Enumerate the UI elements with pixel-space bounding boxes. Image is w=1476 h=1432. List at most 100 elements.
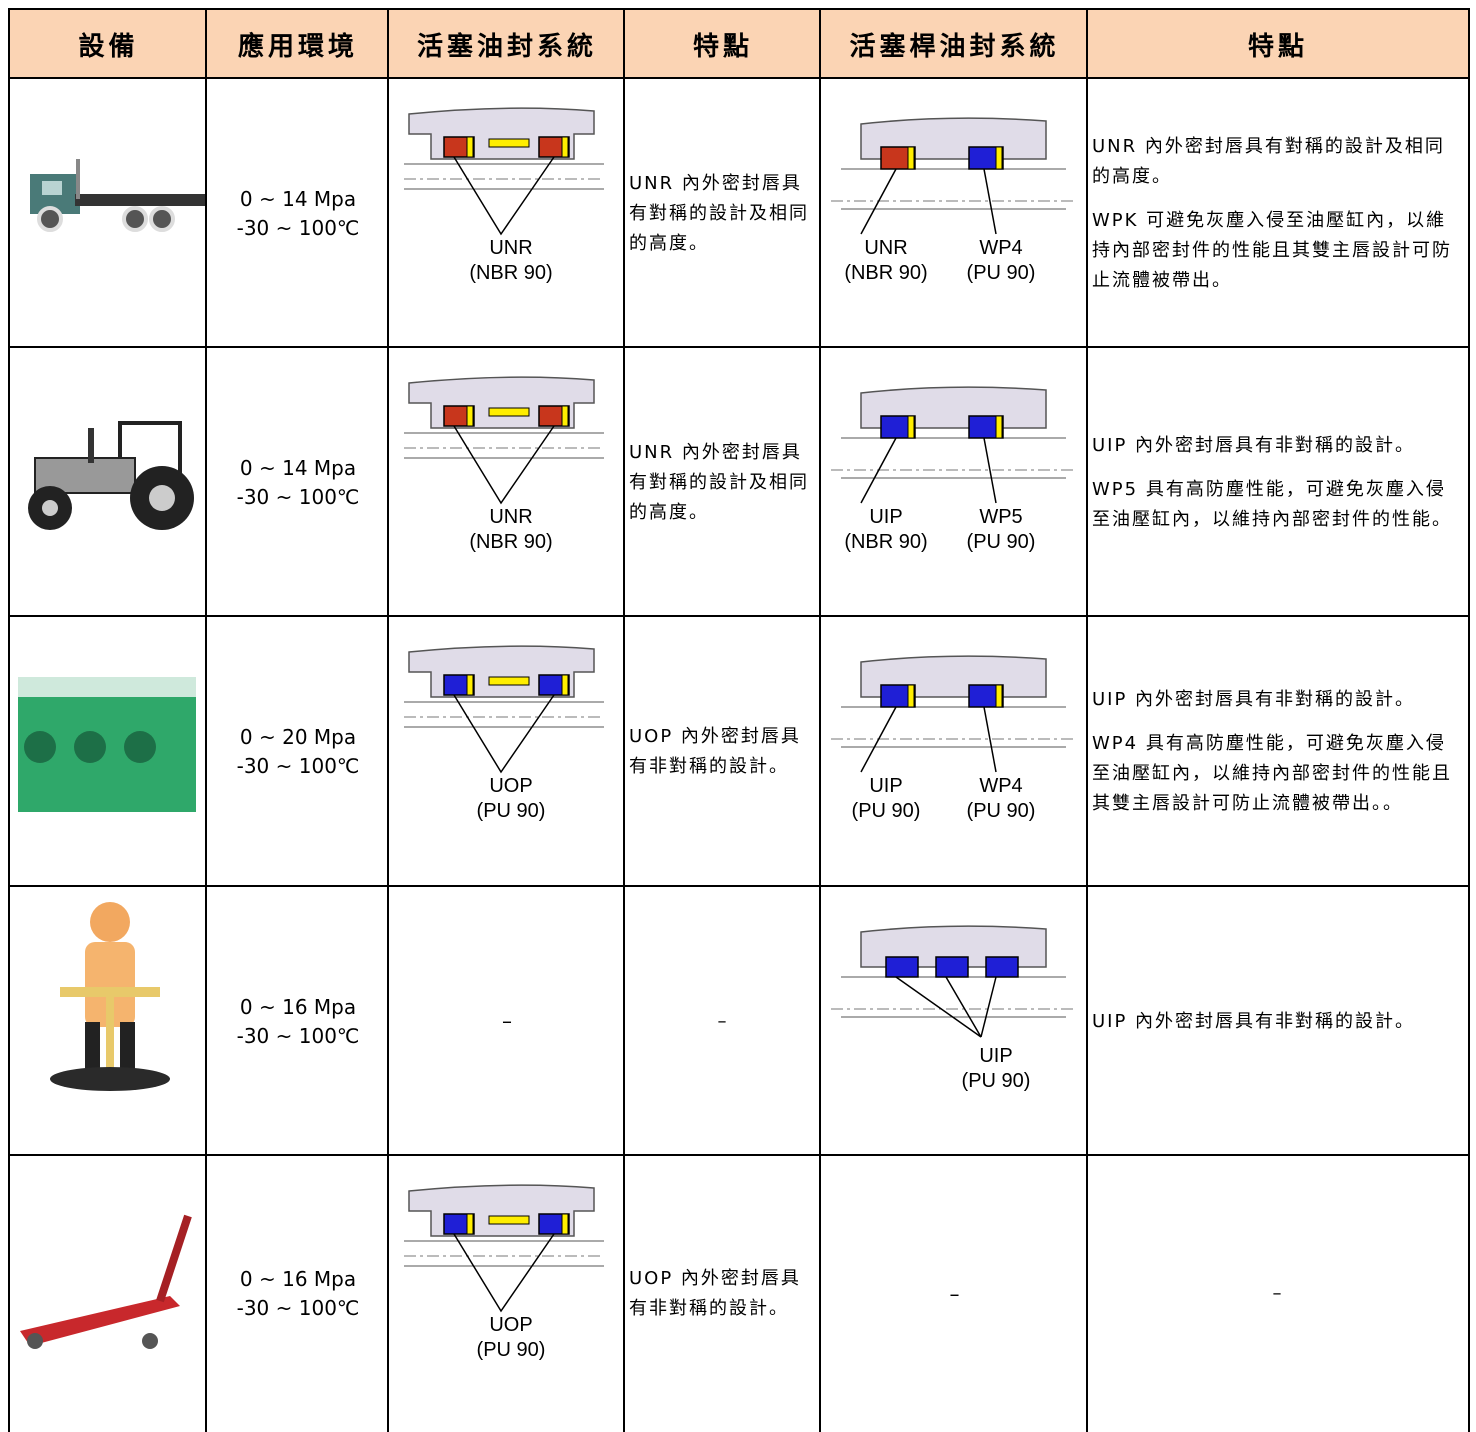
piston-cell: – — [387, 885, 625, 1156]
seal-ring — [995, 415, 1003, 439]
icon — [74, 731, 106, 763]
rod-feature-cell: – — [1086, 1154, 1470, 1432]
header-cell: 特點 — [1086, 8, 1470, 79]
header-text: 設備 — [78, 32, 139, 62]
diagram: UOP (PU 90) — [404, 645, 604, 822]
environment-text: -30 ~ 100℃ — [236, 215, 360, 240]
header-cell: 應用環境 — [205, 8, 389, 79]
seal-label: WP5 — [979, 506, 1022, 528]
leader — [453, 1233, 555, 1313]
dash: – — [949, 1281, 960, 1306]
seal — [885, 956, 919, 978]
seal-ring — [561, 1213, 569, 1235]
ring — [488, 1215, 530, 1225]
seal-ring — [561, 674, 569, 696]
seal — [880, 146, 916, 170]
seal — [935, 956, 969, 978]
environment-text: 0 ~ 16 Mpa — [239, 1267, 357, 1291]
feature-text: WP5 具有高防塵性能，可避免灰塵入侵至油壓缸內，以維持內部密封件的性能。 — [1092, 478, 1452, 530]
feature-text: UNR 內外密封唇具有對稱的設計及相同的高度。 — [1092, 135, 1445, 187]
piston-cell: UNR (NBR 90) — [387, 346, 625, 617]
icon — [50, 1067, 170, 1091]
equipment-cell — [8, 885, 207, 1156]
icon — [75, 194, 205, 206]
seal-label: (PU 90) — [967, 531, 1036, 553]
diagram: UIP (PU 90) — [831, 925, 1076, 1092]
seal-label: (NBR 90) — [469, 262, 552, 284]
diagram: UIP (PU 90) WP4 (PU 90) — [831, 655, 1076, 822]
icon — [27, 1333, 43, 1349]
feature-text: UOP 內外密封唇具有非對稱的設計。 — [629, 1268, 801, 1319]
rod-cell: UIP (PU 90) — [819, 885, 1088, 1156]
environment-cell: 0 ~ 16 Mpa -30 ~ 100℃ — [205, 885, 389, 1156]
icon — [122, 206, 148, 232]
seal-ring — [907, 146, 915, 170]
piston-feature-cell: UNR 內外密封唇具有對稱的設計及相同的高度。 — [623, 346, 821, 617]
seal-ring — [995, 684, 1003, 708]
piston-cell: UNR (NBR 90) — [387, 77, 625, 348]
icon — [24, 731, 56, 763]
piston-cell: UOP (PU 90) — [387, 1154, 625, 1432]
equipment-cell — [8, 77, 207, 348]
seal — [968, 146, 1004, 170]
seal — [968, 684, 1004, 708]
environment-text: 0 ~ 14 Mpa — [239, 186, 357, 211]
diagram: UOP (PU 90) — [404, 1184, 604, 1361]
seal-ring — [466, 1213, 474, 1235]
seal-label: (NBR 90) — [844, 262, 927, 284]
leader — [983, 168, 997, 235]
environment-text: -30 ~ 100℃ — [236, 1023, 360, 1048]
seal-label: WP4 — [979, 237, 1022, 259]
rod-feature-cell: UNR 內外密封唇具有對稱的設計及相同的高度。 WPK 可避免灰塵入侵至油壓缸內，… — [1086, 77, 1470, 348]
piston-feature-cell: UNR 內外密封唇具有對稱的設計及相同的高度。 — [623, 77, 821, 348]
icon — [18, 677, 196, 697]
seal-ring — [466, 136, 474, 158]
seal-label: UNR — [489, 237, 532, 259]
seal-ring — [466, 405, 474, 427]
dash: – — [502, 1009, 512, 1033]
environment-text: -30 ~ 100℃ — [236, 1296, 360, 1320]
environment-text: 0 ~ 20 Mpa — [239, 725, 357, 749]
leader — [860, 706, 897, 773]
diagram — [28, 421, 194, 530]
leader — [453, 694, 555, 774]
feature-text: UIP 內外密封唇具有非對稱的設計。 — [1092, 434, 1416, 456]
environment-cell: 0 ~ 16 Mpa -30 ~ 100℃ — [205, 1154, 389, 1432]
diagram: UIP (NBR 90) WP5 (PU 90) — [831, 386, 1076, 553]
header-text: 特點 — [1247, 32, 1308, 62]
piston-cell: UOP (PU 90) — [387, 615, 625, 887]
icon — [85, 942, 135, 1027]
header-cell: 設備 — [8, 8, 207, 79]
header-text: 應用環境 — [237, 32, 358, 62]
seal — [985, 956, 1019, 978]
icon — [124, 731, 156, 763]
rod-cell: UNR (NBR 90) WP4 (PU 90) — [819, 77, 1088, 348]
feature-text: UIP 內外密封唇具有非對稱的設計。 — [1092, 689, 1416, 710]
icon — [106, 992, 114, 1087]
diagram — [30, 159, 205, 232]
seal-label: (PU 90) — [852, 800, 921, 822]
rod-feature-cell: UIP 內外密封唇具有非對稱的設計。 WP5 具有高防塵性能，可避免灰塵入侵至油壓… — [1086, 346, 1470, 617]
feature-text: – — [717, 1010, 729, 1032]
environment-cell: 0 ~ 14 Mpa -30 ~ 100℃ — [205, 77, 389, 348]
seal-label: (NBR 90) — [469, 531, 552, 553]
seal-label: WP4 — [979, 775, 1022, 797]
seal-label: UOP — [489, 775, 532, 797]
ring — [488, 138, 530, 148]
feature-text: – — [1272, 1283, 1284, 1304]
piston-feature-cell: UOP 內外密封唇具有非對稱的設計。 — [623, 1154, 821, 1432]
seal-label: UOP — [489, 1314, 532, 1336]
seal-label: (PU 90) — [477, 800, 546, 822]
feature-text: WPK 可避免灰塵入侵至油壓缸內，以維持內部密封件的性能且其雙主唇設計可防止流體… — [1092, 209, 1452, 291]
seal-label: (PU 90) — [967, 262, 1036, 284]
diagram — [20, 1214, 192, 1349]
seal — [880, 684, 916, 708]
icon — [142, 1333, 158, 1349]
leader — [983, 706, 997, 773]
leader — [453, 156, 555, 236]
seal-label: (PU 90) — [967, 800, 1036, 822]
feature-text: UIP 內外密封唇具有非對稱的設計。 — [1092, 1010, 1416, 1032]
seal — [880, 415, 916, 439]
diagram — [50, 902, 170, 1091]
